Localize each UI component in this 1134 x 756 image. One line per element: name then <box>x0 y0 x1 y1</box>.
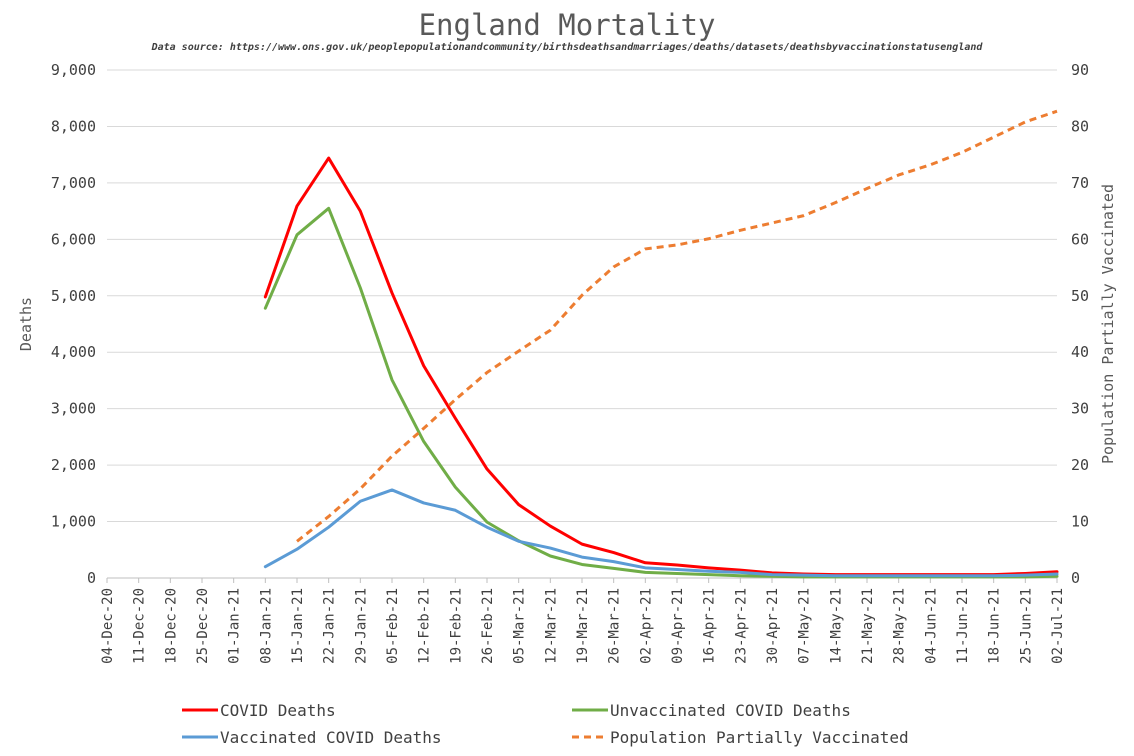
x-tick-label: 11-Dec-20 <box>132 588 148 664</box>
legend-label-3: Population Partially Vaccinated <box>610 728 909 747</box>
x-tick-label: 11-Jun-21 <box>955 588 971 664</box>
x-tick-label: 19-Feb-21 <box>448 588 464 664</box>
x-tick-label: 23-Apr-21 <box>733 588 749 664</box>
x-tick-label: 16-Apr-21 <box>702 588 718 664</box>
y2-tick-label: 20 <box>1071 456 1089 474</box>
x-tick-label: 19-Mar-21 <box>575 588 591 664</box>
x-tick-label: 02-Apr-21 <box>638 588 654 664</box>
x-tick-label: 04-Dec-20 <box>100 588 116 664</box>
x-tick-label: 08-Jan-21 <box>258 588 274 664</box>
y-tick-label: 9,000 <box>51 61 96 79</box>
x-tick-label: 07-May-21 <box>797 588 813 664</box>
x-tick-label: 09-Apr-21 <box>670 588 686 664</box>
x-tick-label: 05-Feb-21 <box>385 588 401 664</box>
y-tick-label: 3,000 <box>51 400 96 418</box>
y-tick-label: 5,000 <box>51 287 96 305</box>
legend-label-0: COVID Deaths <box>220 701 336 720</box>
legend-label-2: Vaccinated COVID Deaths <box>220 728 442 747</box>
x-tick-label: 12-Feb-21 <box>417 588 433 664</box>
legend-label-1: Unvaccinated COVID Deaths <box>610 701 851 720</box>
x-tick-label: 14-May-21 <box>828 588 844 664</box>
y2-tick-label: 90 <box>1071 61 1089 79</box>
y-tick-label: 6,000 <box>51 230 96 248</box>
y-tick-label: 8,000 <box>51 117 96 135</box>
gridlines <box>107 69 1057 579</box>
y2-tick-label: 0 <box>1071 569 1080 587</box>
x-tick-label: 28-May-21 <box>892 588 908 664</box>
y2-tick-label: 30 <box>1071 400 1089 418</box>
x-tick-label: 30-Apr-21 <box>765 588 781 664</box>
chart-title: England Mortality <box>419 8 716 42</box>
x-tick-label: 12-Mar-21 <box>543 588 559 664</box>
chart-subtitle: Data source: https://www.ons.gov.uk/peop… <box>151 41 984 53</box>
legend: COVID Deaths Unvaccinated COVID Deaths Vac… <box>182 701 909 747</box>
left-axis-ticks: 0 1,000 2,000 3,000 4,000 5,000 6,000 7,000 8,00… <box>51 61 96 587</box>
x-axis-ticks: 04-Dec-20 11-Dec-20 18-Dec-20 25-Dec-20 01-J… <box>100 577 1066 664</box>
y2-tick-label: 10 <box>1071 513 1089 531</box>
x-tick-label: 25-Jun-21 <box>1018 588 1034 664</box>
y-axis-label: Deaths <box>17 297 35 351</box>
x-tick-label: 05-Mar-21 <box>512 588 528 664</box>
x-tick-label: 26-Feb-21 <box>480 588 496 664</box>
x-tick-label: 18-Dec-20 <box>163 588 179 664</box>
x-tick-label: 18-Jun-21 <box>987 588 1003 664</box>
series-lines <box>263 109 1059 579</box>
y2-tick-label: 60 <box>1071 230 1089 248</box>
x-tick-label: 22-Jan-21 <box>322 588 338 664</box>
right-axis-ticks: 0 10 20 30 40 50 60 70 80 90 <box>1071 61 1089 587</box>
y2-tick-label: 80 <box>1071 117 1089 135</box>
x-tick-label: 21-May-21 <box>860 588 876 664</box>
y-tick-label: 0 <box>87 569 96 587</box>
y2-tick-label: 40 <box>1071 343 1089 361</box>
series-line-0 <box>263 156 1059 577</box>
series-line-2 <box>263 488 1059 578</box>
y-tick-label: 7,000 <box>51 174 96 192</box>
x-tick-label: 04-Jun-21 <box>923 588 939 664</box>
x-tick-label: 15-Jan-21 <box>290 588 306 664</box>
y2-tick-label: 50 <box>1071 287 1089 305</box>
x-tick-label: 29-Jan-21 <box>353 588 369 664</box>
series-line-3 <box>296 109 1058 543</box>
y-tick-label: 2,000 <box>51 456 96 474</box>
x-tick-label: 26-Mar-21 <box>607 588 623 664</box>
x-tick-label: 02-Jul-21 <box>1050 588 1066 664</box>
y2-tick-label: 70 <box>1071 174 1089 192</box>
x-tick-label: 01-Jan-21 <box>227 588 243 664</box>
y-tick-label: 1,000 <box>51 513 96 531</box>
y-tick-label: 4,000 <box>51 343 96 361</box>
y2-axis-label: Population Partially Vaccinated <box>1099 184 1117 464</box>
x-tick-label: 25-Dec-20 <box>195 588 211 664</box>
